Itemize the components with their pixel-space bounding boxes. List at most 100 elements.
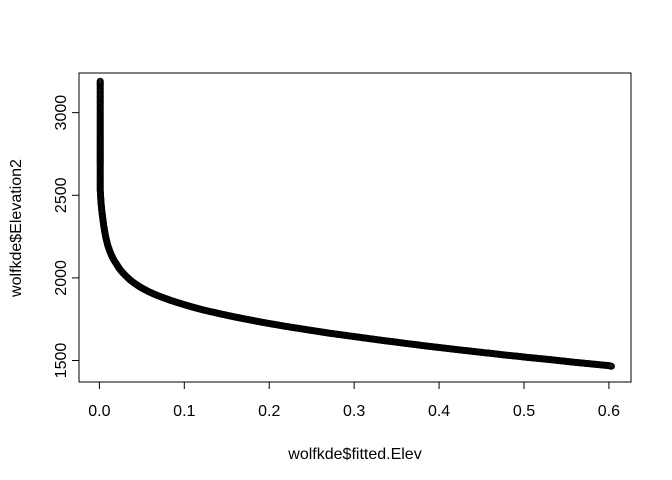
x-tick-label: 0.5 (513, 403, 535, 420)
data-point (102, 235, 110, 243)
data-point (528, 354, 536, 362)
data-point (98, 208, 106, 216)
x-tick-label: 0.2 (258, 403, 280, 420)
data-point (104, 242, 112, 250)
data-point (537, 355, 545, 363)
data-point (97, 200, 105, 208)
data-point (579, 359, 587, 367)
data-point (100, 226, 108, 234)
data-point (410, 340, 418, 348)
x-tick-label: 0.3 (343, 403, 365, 420)
y-tick-label: 2000 (53, 260, 70, 296)
data-point (607, 362, 615, 370)
data-point (96, 107, 104, 115)
data-point (367, 335, 375, 343)
data-point (96, 166, 104, 174)
data-point (265, 320, 273, 328)
data-point (96, 97, 104, 105)
y-axis: 1500 2000 2500 3000 (53, 95, 80, 379)
data-point (96, 186, 104, 194)
data-point (444, 344, 452, 352)
data-point (562, 357, 570, 365)
data-point (107, 251, 115, 259)
data-point (101, 231, 109, 239)
data-point (214, 309, 222, 317)
data-point (512, 352, 520, 360)
data-point (401, 339, 409, 347)
x-tick-label: 0.6 (598, 403, 620, 420)
data-point (96, 142, 104, 150)
data-point (96, 127, 104, 135)
data-point (189, 303, 197, 311)
data-point (554, 357, 562, 365)
y-tick-label: 3000 (53, 95, 70, 131)
data-point (359, 334, 367, 342)
data-point (461, 346, 469, 354)
data-point (96, 132, 104, 140)
data-point (384, 337, 392, 345)
data-point (333, 330, 341, 338)
data-point (393, 338, 401, 346)
x-axis: 0.0 0.1 0.2 0.3 0.4 0.5 0.6 (88, 381, 620, 420)
data-point (155, 292, 163, 300)
data-point (350, 333, 358, 341)
x-tick-label: 0.1 (173, 403, 195, 420)
data-point (596, 361, 604, 369)
data-point (427, 342, 435, 350)
y-axis-label: wolfkde$Elevation2 (8, 159, 25, 298)
data-point (96, 117, 104, 125)
data-point (96, 171, 104, 179)
data-point (96, 181, 104, 189)
data-point (418, 341, 426, 349)
y-tick-label: 2500 (53, 177, 70, 213)
data-point (282, 322, 290, 330)
data-point (106, 247, 114, 255)
data-point (299, 325, 307, 333)
data-point (97, 193, 105, 201)
data-point (168, 297, 176, 305)
data-point (520, 353, 528, 361)
x-tick-label: 0.0 (88, 403, 110, 420)
data-point (100, 221, 108, 229)
data-point (96, 157, 104, 165)
data-point (342, 331, 350, 339)
data-point (96, 112, 104, 120)
data-point (96, 137, 104, 145)
data-point (325, 329, 333, 337)
data-point (257, 318, 265, 326)
data-point (452, 345, 460, 353)
x-axis-label: wolfkde$fitted.Elev (287, 446, 421, 463)
data-point (478, 348, 486, 356)
data-point (96, 122, 104, 130)
data-point (571, 358, 579, 366)
data-point (96, 162, 104, 170)
data-point (96, 176, 104, 184)
data-point (308, 326, 316, 334)
data-point (376, 336, 384, 344)
data-point (223, 311, 231, 319)
points-layer (96, 77, 615, 370)
data-point (486, 349, 494, 357)
data-point (316, 328, 324, 336)
x-tick-label: 0.4 (428, 403, 450, 420)
data-point (435, 343, 443, 351)
data-point (469, 347, 477, 355)
data-point (503, 351, 511, 359)
data-point (206, 307, 214, 315)
data-point (231, 313, 239, 321)
data-point (96, 82, 104, 90)
data-point (291, 324, 299, 332)
data-point (240, 315, 248, 323)
data-point (274, 321, 282, 329)
data-point (96, 147, 104, 155)
data-point (495, 350, 503, 358)
data-point (161, 294, 169, 302)
y-tick-label: 1500 (53, 343, 70, 379)
data-point (99, 214, 107, 222)
data-point (96, 152, 104, 160)
data-point (248, 316, 256, 324)
data-point (545, 356, 553, 364)
data-point (96, 77, 104, 85)
data-point (180, 301, 188, 309)
